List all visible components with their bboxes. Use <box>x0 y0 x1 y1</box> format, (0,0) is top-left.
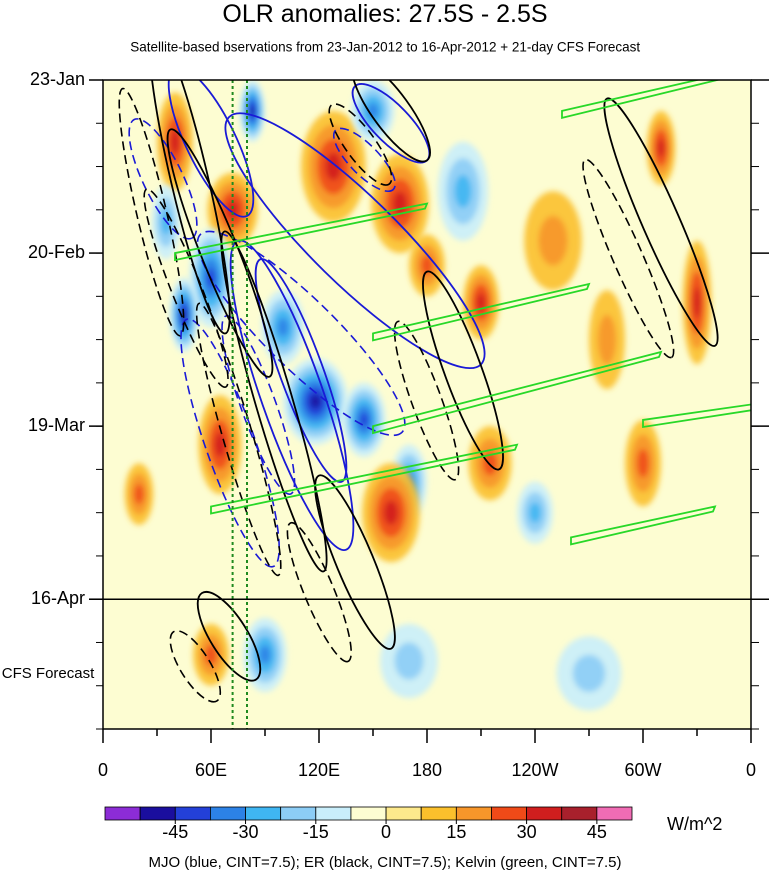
x-tick-label: 0 <box>745 760 756 780</box>
er-contour <box>169 591 262 703</box>
anomaly-feature <box>351 80 395 142</box>
anomaly-feature <box>301 110 366 223</box>
er-contour <box>393 270 504 481</box>
colorbar-segment <box>139 806 176 821</box>
anomaly-feature <box>437 141 489 241</box>
colorbar-segment <box>596 806 633 821</box>
anomaly-feature <box>524 191 582 291</box>
mjo-contour <box>128 80 255 240</box>
anomaly-feature <box>625 419 661 507</box>
colorbar <box>104 806 633 824</box>
colorbar-segment <box>209 806 246 821</box>
y-tick-label: 20-Feb <box>27 242 85 263</box>
colorbar-segment <box>174 806 211 821</box>
colorbar-segment <box>385 806 422 821</box>
x-tick-label: 60W <box>624 760 662 780</box>
x-tick-label: 60E <box>194 760 228 780</box>
y-tick-label: 16-Apr <box>30 588 85 609</box>
anomaly-feature <box>239 80 265 142</box>
colorbar-label: 0 <box>381 822 392 842</box>
anomaly-feature <box>193 623 229 686</box>
x-tick-label: 120W <box>511 760 559 780</box>
er-contour <box>286 474 396 663</box>
colorbar-segment <box>315 806 352 821</box>
colorbar-segment <box>280 806 317 821</box>
reference-lines <box>231 80 248 729</box>
overlay-legend-note: MJO (blue, CINT=7.5); ER (black, CINT=7.… <box>148 854 622 871</box>
colorbar-segment <box>455 806 492 821</box>
colorbar-label: 15 <box>446 822 467 842</box>
colorbar-label: 30 <box>516 822 537 842</box>
colorbar-segment <box>420 806 457 821</box>
colorbar-units: W/m^2 <box>667 814 723 834</box>
anomaly-feature <box>198 395 242 495</box>
er-contour <box>195 230 328 577</box>
colorbar-label: -15 <box>302 822 329 842</box>
forecast-label: CFS Forecast <box>1 665 95 682</box>
kelvin-contour <box>210 443 519 515</box>
colorbar-segment <box>245 806 282 821</box>
er-contour <box>582 97 719 359</box>
colorbar-segment <box>350 806 387 821</box>
chart-title: OLR anomalies: 27.5S - 2.5S <box>222 0 548 28</box>
anomaly-feature <box>682 240 712 365</box>
anomaly-feature <box>380 623 438 699</box>
anomaly-feature <box>157 92 193 192</box>
colorbar-label: -45 <box>162 822 189 842</box>
kelvin-contour <box>642 403 751 429</box>
anomaly-feature <box>556 636 622 711</box>
y-tick-label: 19-Mar <box>27 415 85 436</box>
x-tick-label: 180 <box>411 760 443 780</box>
anomaly-feature <box>646 110 676 186</box>
anomaly-feature <box>517 481 553 544</box>
anomaly-feature <box>124 463 154 526</box>
kelvin-contour <box>570 505 717 546</box>
er-contour <box>328 80 431 186</box>
colorbar-label: -30 <box>232 822 259 842</box>
colorbar-segment <box>491 806 528 821</box>
kelvin-contour <box>561 80 721 120</box>
mjo-contour <box>221 258 348 495</box>
kelvin-contour <box>372 350 663 435</box>
anomaly-field <box>124 80 712 711</box>
anomaly-feature <box>468 426 512 501</box>
anomaly-feature <box>463 265 499 340</box>
x-tick-label: 120E <box>297 760 341 780</box>
colorbar-segment <box>561 806 598 821</box>
colorbar-label: 45 <box>586 822 607 842</box>
wave-contours <box>118 80 751 703</box>
anomaly-feature <box>362 463 420 563</box>
er-contour <box>118 80 231 337</box>
anomaly-feature <box>409 234 445 297</box>
x-tick-label: 0 <box>97 760 108 780</box>
kelvin-contour <box>372 282 591 342</box>
colorbar-segment <box>526 806 563 821</box>
colorbar-segment <box>104 806 141 821</box>
kelvin-contour <box>174 202 429 262</box>
chart-subtitle: Satellite-based bservations from 23-Jan-… <box>130 40 641 56</box>
anomaly-feature <box>342 382 386 458</box>
y-tick-label: 23-Jan <box>29 69 85 89</box>
anomaly-feature <box>207 172 258 247</box>
axes <box>89 79 769 743</box>
